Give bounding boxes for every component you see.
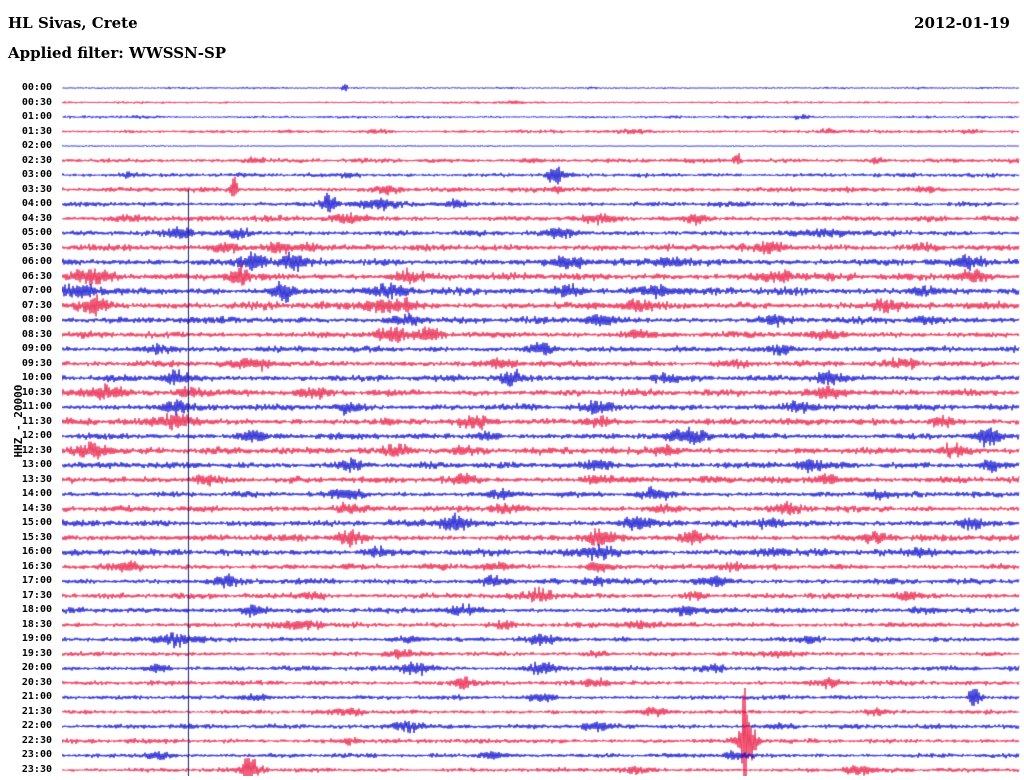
time-label: 08:30	[21, 328, 52, 340]
time-label: 01:30	[21, 125, 52, 137]
time-label: 12:30	[21, 444, 52, 456]
time-label: 12:00	[21, 430, 52, 442]
time-label: 05:30	[21, 241, 52, 253]
time-label: 00:00	[21, 82, 52, 93]
time-label: 02:30	[21, 154, 52, 166]
time-label: 19:00	[21, 633, 52, 645]
plot-area: 00:00 00:30 01:00 01:30 02:00 02:30 03:00 03:30…	[0, 82, 1024, 776]
time-label: 04:00	[21, 198, 52, 210]
filter-label: Applied filter: WWSSN-SP	[8, 44, 227, 62]
time-label: 22:00	[21, 720, 52, 732]
time-label: 20:30	[21, 676, 52, 688]
time-label: 23:00	[21, 749, 52, 761]
time-label: 07:30	[21, 299, 52, 311]
seismogram-canvas	[62, 82, 1020, 776]
time-label: 01:00	[21, 111, 52, 123]
time-label: 11:00	[21, 401, 52, 413]
time-label: 15:00	[21, 517, 52, 529]
time-label: 04:30	[21, 212, 52, 224]
time-label: 14:00	[21, 488, 52, 500]
time-label: 23:30	[21, 764, 52, 775]
time-label: 16:00	[21, 546, 52, 558]
time-label: 09:30	[21, 357, 52, 369]
station-title: HL Sivas, Crete	[8, 14, 138, 32]
time-label: 00:30	[21, 96, 52, 108]
time-label: 07:00	[21, 285, 52, 297]
time-label: 11:30	[21, 415, 52, 427]
time-label: 02:00	[21, 140, 52, 152]
time-label: 15:30	[21, 531, 52, 543]
time-label: 09:00	[21, 343, 52, 355]
time-label: 19:30	[21, 647, 52, 659]
time-label: 14:30	[21, 502, 52, 514]
time-label: 06:00	[21, 256, 52, 268]
time-label: 16:30	[21, 560, 52, 572]
time-label: 06:30	[21, 270, 52, 282]
time-label: 13:00	[21, 459, 52, 471]
time-label: 21:00	[21, 691, 52, 703]
time-label: 03:30	[21, 183, 52, 195]
time-label: 10:30	[21, 386, 52, 398]
time-label: 17:00	[21, 575, 52, 587]
time-label: 05:00	[21, 227, 52, 239]
time-label: 13:30	[21, 473, 52, 485]
time-labels: 00:00 00:30 01:00 01:30 02:00 02:30 03:00 03:30…	[0, 82, 58, 776]
time-label: 22:30	[21, 734, 52, 746]
time-label: 20:00	[21, 662, 52, 674]
time-label: 18:30	[21, 618, 52, 630]
time-label: 21:30	[21, 705, 52, 717]
time-label: 03:00	[21, 169, 52, 181]
date-label: 2012-01-19	[914, 14, 1010, 32]
time-label: 08:00	[21, 314, 52, 326]
time-label: 10:00	[21, 372, 52, 384]
time-label: 17:30	[21, 589, 52, 601]
time-label: 18:00	[21, 604, 52, 616]
